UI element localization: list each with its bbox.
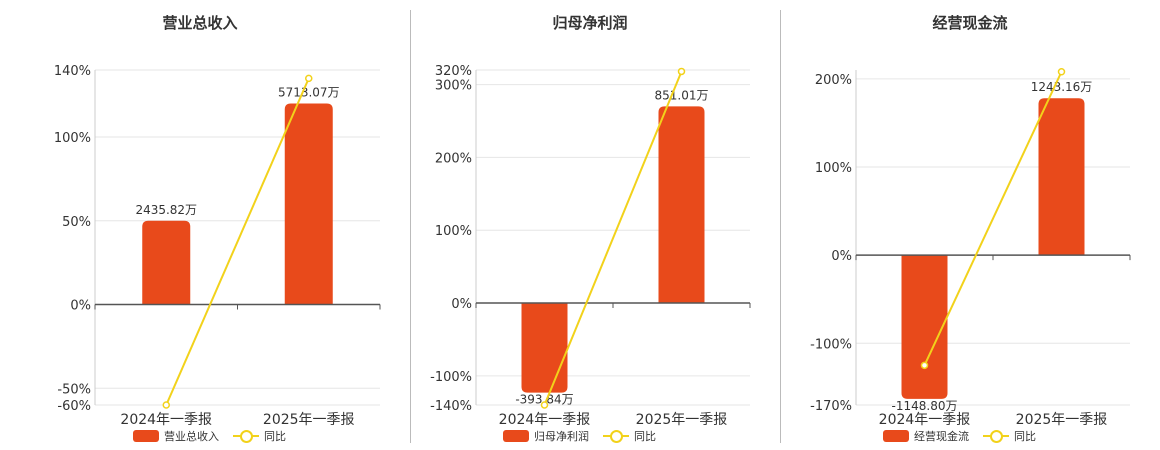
bar	[142, 220, 191, 305]
y-tick-label: 100%	[54, 131, 91, 146]
bar	[284, 103, 333, 305]
y-tick-label: -100%	[430, 370, 472, 385]
legend-line-symbol	[233, 430, 259, 443]
x-tick-label: 2024年一季报	[879, 412, 971, 428]
chart-plot: 200% 100% 0% -100% -170% -1148.80万 1243.16万 202…	[810, 68, 1131, 428]
yoy-line	[165, 77, 310, 406]
y-tick-label: 50%	[62, 215, 91, 230]
legend-line-symbol	[983, 430, 1009, 443]
bar	[658, 106, 705, 304]
yoy-line	[923, 71, 1063, 366]
y-tick-label: 140%	[54, 64, 91, 79]
panel-divider	[780, 10, 781, 443]
x-tick-label: 2025年一季报	[263, 412, 355, 428]
y-tick-label: -140%	[430, 399, 472, 414]
chart-plot: 140% 100% 50% 0% -50% -60% 2435.82万 5713.07万 202…	[54, 64, 381, 428]
y-tick-label: 320%	[435, 64, 472, 79]
legend-bar-swatch	[503, 430, 529, 442]
yoy-point	[540, 401, 549, 409]
legend-bar-label: 营业总收入	[164, 430, 219, 443]
yoy-point	[1057, 68, 1066, 76]
yoy-point	[920, 361, 929, 370]
y-tick-label: -50%	[57, 382, 91, 397]
legend-item-bar[interactable]: 归母净利润	[503, 428, 589, 444]
y-tick-label: 100%	[435, 224, 472, 239]
bar-value-label: -1148.80万	[892, 399, 958, 413]
panel-divider	[410, 10, 411, 443]
bar-value-label: 2435.82万	[135, 203, 197, 217]
legend-line-label: 同比	[634, 430, 656, 443]
bar	[901, 255, 948, 399]
chart-title: 营业总收入	[162, 14, 238, 32]
chart-title: 经营现金流	[932, 14, 1008, 32]
yoy-point	[677, 67, 686, 76]
y-tick-label: 200%	[435, 151, 472, 166]
legend-item-bar[interactable]: 营业总收入	[133, 428, 219, 444]
y-tick-label: -100%	[810, 337, 852, 352]
legend-item-line[interactable]: 同比	[983, 428, 1036, 444]
chart-title: 归母净利润	[552, 14, 628, 32]
yoy-point	[305, 74, 313, 83]
bar-value-label: 851.01万	[655, 88, 709, 102]
chart-panel-cash-flow: 经营现金流 200% 100% 0% -100% -170% -1148.80万 1243.…	[780, 0, 1160, 450]
legend-line-symbol	[603, 430, 629, 443]
legend-bar-label: 归母净利润	[534, 430, 589, 443]
legend-bar-swatch	[133, 430, 159, 442]
yoy-point	[162, 401, 170, 409]
bar-value-label: 5713.07万	[278, 86, 340, 100]
chart-legend: 归母净利润 同比	[503, 428, 664, 444]
bar	[521, 303, 568, 393]
legend-item-bar[interactable]: 经营现金流	[883, 428, 969, 444]
bar-value-label: -393.84万	[515, 393, 573, 407]
bar-value-label: 1243.16万	[1031, 80, 1093, 94]
x-tick-label: 2024年一季报	[120, 412, 212, 428]
chart-legend: 经营现金流 同比	[883, 428, 1044, 444]
x-tick-label: 2024年一季报	[499, 412, 591, 428]
y-tick-label: 0%	[451, 297, 472, 312]
y-tick-label: -60%	[57, 399, 91, 414]
y-tick-label: 0%	[70, 299, 91, 314]
legend-bar-swatch	[883, 430, 909, 442]
y-tick-label: 200%	[815, 73, 852, 88]
legend-item-line[interactable]: 同比	[603, 428, 656, 444]
chart-legend: 营业总收入 同比	[133, 428, 294, 444]
y-tick-label: 100%	[815, 161, 852, 176]
legend-line-label: 同比	[264, 430, 286, 443]
y-tick-label: -170%	[810, 399, 852, 414]
chart-panel-net-profit: 归母净利润 320% 300% 200% 100% 0% -100% -140% -393.8…	[400, 0, 780, 450]
chart-panel-revenue: 营业总收入 140% 100% 50% 0% -50% -60% 2435.82万 5713.…	[0, 0, 400, 450]
legend-line-label: 同比	[1014, 430, 1036, 443]
y-tick-label: 0%	[831, 249, 852, 264]
chart-plot: 320%300% 200% 100% 0% -100% -140% -393.84万 851.…	[430, 64, 751, 428]
legend-bar-label: 经营现金流	[914, 430, 969, 443]
y-tick-label: 300%	[435, 79, 472, 94]
x-tick-label: 2025年一季报	[1016, 412, 1108, 428]
bar	[1038, 98, 1085, 256]
x-tick-label: 2025年一季报	[636, 412, 728, 428]
yoy-line	[543, 71, 683, 406]
legend-item-line[interactable]: 同比	[233, 428, 286, 444]
